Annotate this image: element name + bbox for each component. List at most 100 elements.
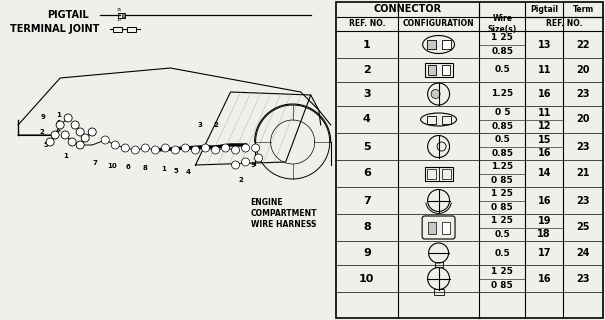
Circle shape — [232, 146, 240, 154]
Text: 13: 13 — [117, 18, 122, 22]
Bar — [442, 40, 451, 49]
Circle shape — [171, 146, 180, 154]
Text: 7: 7 — [363, 196, 371, 205]
Circle shape — [131, 146, 139, 154]
Text: 23: 23 — [577, 196, 590, 205]
Circle shape — [56, 121, 64, 129]
Text: 0.5: 0.5 — [494, 135, 510, 144]
Text: 12: 12 — [537, 121, 551, 131]
Bar — [127, 27, 136, 31]
Text: 16: 16 — [537, 274, 551, 284]
Circle shape — [71, 121, 79, 129]
Text: 1.25: 1.25 — [491, 162, 514, 171]
Text: 0.85: 0.85 — [491, 149, 514, 158]
Text: 2: 2 — [238, 177, 243, 183]
Circle shape — [64, 114, 72, 122]
Text: 0.85: 0.85 — [491, 122, 514, 131]
Circle shape — [151, 146, 159, 154]
Bar — [442, 169, 451, 179]
Circle shape — [81, 134, 89, 142]
Bar — [425, 166, 453, 180]
Text: 25: 25 — [577, 222, 590, 233]
Text: 10: 10 — [107, 163, 117, 169]
Text: 1: 1 — [63, 153, 68, 159]
Bar — [427, 169, 436, 179]
Circle shape — [162, 144, 169, 152]
Circle shape — [182, 144, 189, 152]
Text: 24: 24 — [577, 248, 590, 258]
Text: 6: 6 — [126, 164, 131, 170]
Circle shape — [101, 136, 110, 144]
Text: 16: 16 — [537, 148, 551, 158]
Text: 1 25: 1 25 — [491, 189, 513, 198]
Circle shape — [232, 161, 240, 169]
Text: 11: 11 — [537, 108, 551, 118]
Text: 23: 23 — [577, 274, 590, 284]
Text: 14: 14 — [537, 169, 551, 179]
Circle shape — [68, 138, 76, 146]
Text: 3: 3 — [198, 122, 203, 128]
Text: 16: 16 — [537, 196, 551, 205]
Text: 6: 6 — [363, 169, 371, 179]
Circle shape — [212, 146, 220, 154]
Text: REF. NO.: REF. NO. — [348, 20, 385, 28]
Bar — [425, 63, 453, 77]
Text: 20: 20 — [577, 115, 590, 124]
Text: 9: 9 — [41, 114, 45, 120]
Circle shape — [431, 90, 440, 99]
Circle shape — [241, 144, 250, 152]
Text: 1 25: 1 25 — [491, 33, 513, 42]
Text: PIGTAIL: PIGTAIL — [47, 10, 89, 20]
Circle shape — [241, 158, 250, 166]
Text: 0.5: 0.5 — [494, 249, 510, 258]
Circle shape — [76, 141, 84, 149]
Text: 1 25: 1 25 — [491, 216, 513, 225]
Text: 16: 16 — [537, 89, 551, 99]
Text: 23: 23 — [577, 141, 590, 151]
Text: 22: 22 — [577, 39, 590, 50]
Bar — [442, 65, 450, 75]
Text: 0.85: 0.85 — [491, 47, 514, 56]
Text: 11: 11 — [537, 65, 551, 75]
Text: 2: 2 — [40, 129, 45, 135]
Text: 8: 8 — [363, 222, 371, 233]
Bar — [113, 27, 122, 31]
Text: 4: 4 — [186, 169, 191, 175]
Text: CONNECTOR: CONNECTOR — [374, 4, 442, 14]
Text: 10: 10 — [359, 274, 374, 284]
Circle shape — [61, 131, 69, 139]
Text: Pigtail: Pigtail — [530, 5, 558, 14]
Text: 4: 4 — [363, 115, 371, 124]
Text: 0 85: 0 85 — [491, 176, 513, 185]
Text: Term: Term — [572, 5, 594, 14]
Text: 15: 15 — [537, 135, 551, 145]
Circle shape — [255, 154, 263, 162]
Text: ENGINE
COMPARTMENT
WIRE HARNESS: ENGINE COMPARTMENT WIRE HARNESS — [250, 198, 317, 229]
Text: 8: 8 — [143, 165, 148, 171]
Bar — [434, 289, 443, 294]
Text: 23: 23 — [577, 89, 590, 99]
Text: 9: 9 — [250, 162, 255, 168]
Text: 20: 20 — [577, 65, 590, 75]
Text: 3: 3 — [363, 89, 371, 99]
Bar — [442, 221, 450, 234]
Circle shape — [88, 128, 96, 136]
Text: 21: 21 — [577, 169, 590, 179]
Circle shape — [111, 141, 119, 149]
Text: 0 5: 0 5 — [495, 108, 510, 117]
Text: 18: 18 — [537, 229, 551, 239]
Circle shape — [46, 138, 54, 146]
Text: 1 25: 1 25 — [491, 267, 513, 276]
Circle shape — [142, 144, 149, 152]
Text: 0 85: 0 85 — [491, 281, 513, 290]
Text: 2: 2 — [363, 65, 371, 75]
Text: 0 85: 0 85 — [491, 203, 513, 212]
Bar — [427, 40, 436, 49]
Circle shape — [51, 131, 59, 139]
Text: 4: 4 — [56, 120, 60, 126]
Text: 1.25: 1.25 — [491, 90, 514, 99]
Text: 9: 9 — [363, 248, 371, 258]
Text: TERMINAL JOINT: TERMINAL JOINT — [10, 24, 99, 34]
Text: 1: 1 — [56, 112, 60, 118]
Text: Wire
Size(s): Wire Size(s) — [488, 14, 517, 34]
